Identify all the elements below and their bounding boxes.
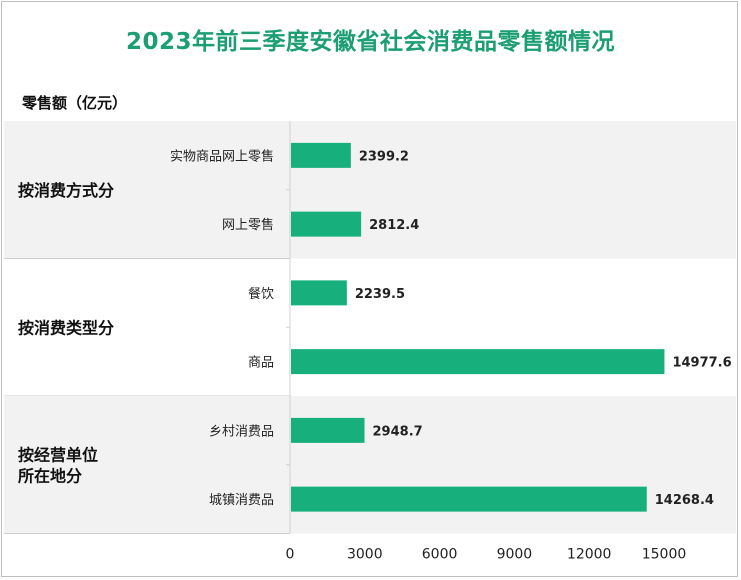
x-tick-label: 3000 xyxy=(347,547,383,563)
x-tick-label: 6000 xyxy=(422,547,458,563)
unit-label: 零售额（亿元） xyxy=(22,94,128,112)
bar xyxy=(291,280,347,306)
group-band xyxy=(4,121,736,259)
bar xyxy=(291,486,647,512)
x-tick-label: 9000 xyxy=(497,547,533,563)
group-label: 所在地分 xyxy=(18,466,82,485)
bar xyxy=(291,211,362,237)
group-label: 按消费方式分 xyxy=(18,181,114,200)
category-label: 网上零售 xyxy=(222,217,274,233)
category-label: 乡村消费品 xyxy=(209,424,274,439)
value-label: 2948.7 xyxy=(373,424,423,439)
value-label: 14977.6 xyxy=(672,356,731,371)
category-label: 餐饮 xyxy=(248,286,274,302)
group-label: 按消费类型分 xyxy=(18,318,114,337)
value-label: 2812.4 xyxy=(369,218,419,233)
category-label: 实物商品网上零售 xyxy=(170,148,274,164)
x-tick-label: 0 xyxy=(286,547,295,563)
group-band xyxy=(4,396,736,534)
chart-title: 2023年前三季度安徽省社会消费品零售额情况 xyxy=(125,29,615,55)
category-label: 城镇消费品 xyxy=(209,493,274,508)
bar xyxy=(291,349,665,375)
x-tick-label: 12000 xyxy=(567,547,612,563)
value-label: 14268.4 xyxy=(655,493,714,508)
group-label: 按经营单位 xyxy=(18,445,98,464)
value-label: 2399.2 xyxy=(359,149,409,164)
x-tick-label: 15000 xyxy=(642,547,687,563)
bar xyxy=(291,142,351,168)
category-label: 商品 xyxy=(248,356,274,371)
value-label: 2239.5 xyxy=(355,287,405,302)
bar xyxy=(291,417,365,443)
